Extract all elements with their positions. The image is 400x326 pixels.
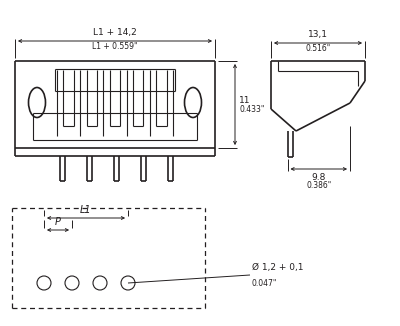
Text: 13,1: 13,1 — [308, 30, 328, 39]
Text: L1 + 0.559": L1 + 0.559" — [92, 42, 138, 51]
Text: 0.047": 0.047" — [252, 279, 277, 288]
Text: 0.516": 0.516" — [305, 44, 331, 53]
Text: 11: 11 — [239, 96, 250, 105]
Text: 9.8: 9.8 — [312, 173, 326, 182]
Text: P: P — [55, 217, 61, 227]
Text: L1 + 14,2: L1 + 14,2 — [93, 28, 137, 37]
Text: 0.433": 0.433" — [239, 105, 264, 114]
Text: 0.386": 0.386" — [306, 181, 331, 190]
Text: Ø 1,2 + 0,1: Ø 1,2 + 0,1 — [252, 263, 304, 272]
Text: L1: L1 — [80, 205, 92, 215]
